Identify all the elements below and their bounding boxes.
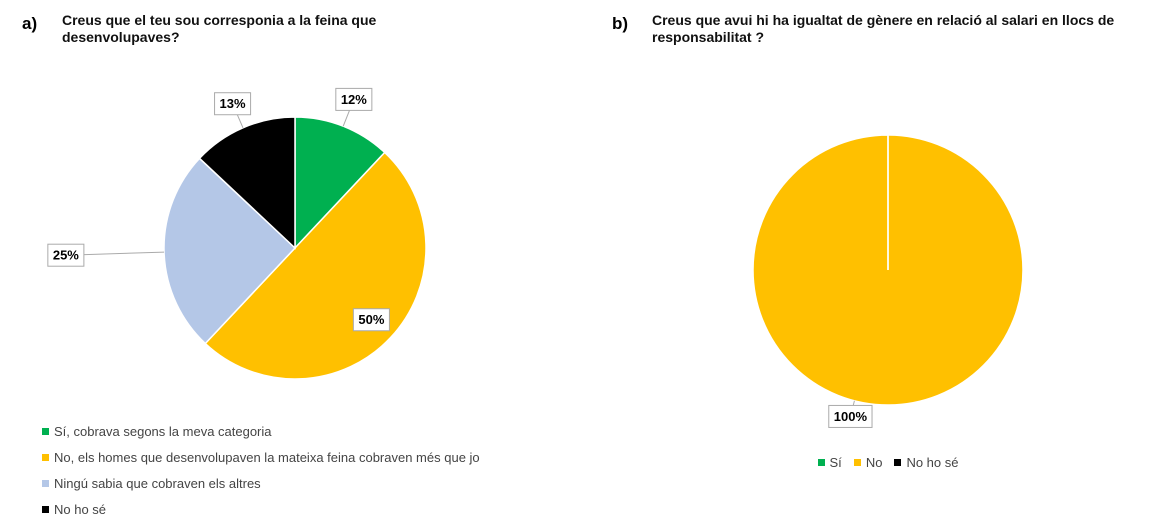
data-label: 50%	[358, 312, 384, 327]
chart-title: Creus que avui hi ha igualtat de gènere …	[652, 12, 1115, 45]
data-label: 13%	[220, 96, 246, 111]
legend-label: Sí, cobrava segons la meva categoria	[54, 424, 272, 439]
legend-item: No ho sé	[894, 455, 958, 470]
panel-label: b)	[612, 14, 629, 33]
pie-slice	[294, 116, 386, 250]
legend-swatch	[42, 480, 49, 487]
chart-title: Creus que el teu sou corresponia a la fe…	[62, 12, 377, 45]
data-label: 100%	[834, 409, 868, 424]
legend: Sí, cobrava segons la meva categoria No, …	[42, 424, 480, 517]
label-box	[335, 87, 373, 111]
legend-item: Sí	[817, 455, 842, 470]
legend-item: Sí, cobrava segons la meva categoria	[42, 424, 480, 439]
legend-swatch	[42, 454, 49, 461]
legend-item: Ningú sabia que cobraven els altres	[42, 476, 480, 491]
legend-swatch	[42, 506, 49, 513]
legend-label: No, els homes que desenvolupaven la mate…	[54, 450, 480, 465]
legend-swatch	[817, 459, 825, 466]
legend-swatch	[894, 459, 902, 466]
label-box	[214, 92, 252, 116]
data-label: 25%	[53, 248, 79, 263]
legend-label: Sí	[829, 455, 842, 470]
label-box	[47, 243, 85, 267]
legend-label: No ho sé	[906, 455, 959, 470]
legend-label: Ningú sabia que cobraven els altres	[54, 476, 261, 491]
label-box	[352, 308, 390, 332]
legend: Sí No No ho sé	[688, 455, 1088, 470]
legend-swatch	[853, 459, 861, 466]
data-label: 12%	[341, 92, 367, 107]
legend-item: No, els homes que desenvolupaven la mate…	[42, 450, 480, 465]
legend-item: No ho sé	[42, 502, 480, 517]
legend-swatch	[42, 428, 49, 435]
legend-label: No	[865, 455, 883, 470]
legend-label: No ho sé	[54, 502, 107, 517]
panel-label: a)	[22, 14, 38, 33]
label-box	[828, 404, 873, 428]
legend-item: No	[853, 455, 883, 470]
